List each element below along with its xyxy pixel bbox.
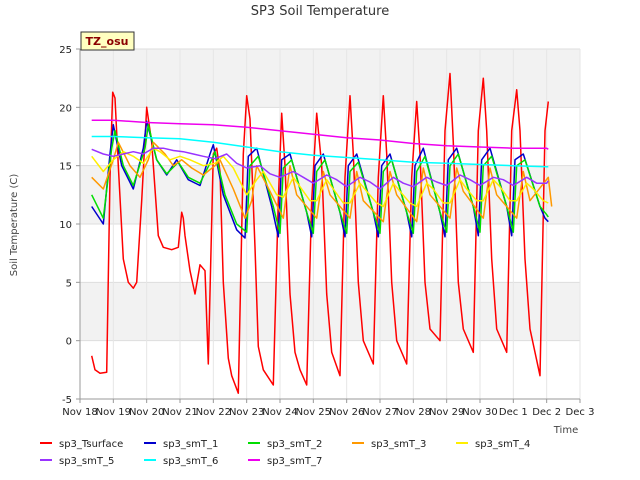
x-tick-label: Dec 1 bbox=[499, 407, 528, 418]
y-tick-label: -5 bbox=[62, 395, 72, 406]
legend-label-sp3_smT_4: sp3_smT_4 bbox=[475, 439, 530, 450]
y-tick-label: 25 bbox=[59, 45, 72, 56]
legend-label-sp3_smT_5: sp3_smT_5 bbox=[59, 456, 114, 467]
legend-label-sp3_Tsurface: sp3_Tsurface bbox=[59, 439, 123, 450]
x-tick-label: Nov 22 bbox=[196, 407, 231, 418]
x-tick-label: Nov 21 bbox=[162, 407, 197, 418]
site-label: TZ_osu bbox=[86, 35, 129, 48]
series-line-sp3_smT_4 bbox=[91, 147, 549, 208]
x-tick-label: Dec 3 bbox=[566, 407, 595, 418]
x-tick-label: Nov 24 bbox=[262, 407, 297, 418]
series-line-sp3_smT_5 bbox=[91, 147, 549, 190]
background-band bbox=[80, 49, 580, 108]
y-tick-label: 10 bbox=[59, 220, 72, 231]
y-tick-label: 0 bbox=[66, 337, 72, 348]
site-label-box: TZ_osu bbox=[80, 31, 135, 51]
x-tick-label: Nov 23 bbox=[229, 407, 264, 418]
legend-label-sp3_smT_6: sp3_smT_6 bbox=[163, 456, 218, 467]
background-band bbox=[80, 224, 580, 283]
x-tick-label: Nov 28 bbox=[396, 407, 431, 418]
x-tick-label: Nov 26 bbox=[329, 407, 364, 418]
x-tick-label: Nov 30 bbox=[462, 407, 497, 418]
legend-label-sp3_smT_2: sp3_smT_2 bbox=[267, 439, 322, 450]
y-tick-label: 20 bbox=[59, 103, 72, 114]
chart-title: SP3 Soil Temperature bbox=[251, 4, 389, 19]
y-tick-label: 5 bbox=[66, 278, 72, 289]
x-tick-label: Nov 19 bbox=[96, 407, 131, 418]
x-tick-label: Nov 29 bbox=[429, 407, 464, 418]
site-label-background bbox=[80, 31, 135, 51]
series-line-sp3_smT_6 bbox=[91, 135, 549, 168]
x-tick-label: Nov 27 bbox=[362, 407, 397, 418]
x-tick-label: Nov 20 bbox=[129, 407, 164, 418]
legend-label-sp3_smT_1: sp3_smT_1 bbox=[163, 439, 218, 450]
background-band bbox=[80, 340, 580, 399]
y-axis-label: Soil Temperature (C) bbox=[9, 174, 20, 277]
x-axis-label: Time bbox=[553, 425, 578, 436]
series-layer bbox=[90, 72, 553, 394]
series-line-sp3_smT_2 bbox=[91, 124, 549, 235]
series-line-sp3_smT_1 bbox=[91, 120, 549, 239]
x-tick-label: Nov 18 bbox=[62, 407, 97, 418]
legend-label-sp3_smT_3: sp3_smT_3 bbox=[371, 439, 426, 450]
series-line-sp3_Tsurface bbox=[90, 72, 550, 394]
legend-label-sp3_smT_7: sp3_smT_7 bbox=[267, 456, 322, 467]
legend: sp3_Tsurface sp3_smT_1 sp3_smT_2 sp3_smT_3 s… bbox=[40, 439, 530, 467]
x-tick-label: Dec 2 bbox=[532, 407, 561, 418]
series-line-sp3_smT_7 bbox=[91, 119, 549, 150]
y-tick-label: 15 bbox=[59, 162, 72, 173]
x-tick-label: Nov 25 bbox=[296, 407, 331, 418]
